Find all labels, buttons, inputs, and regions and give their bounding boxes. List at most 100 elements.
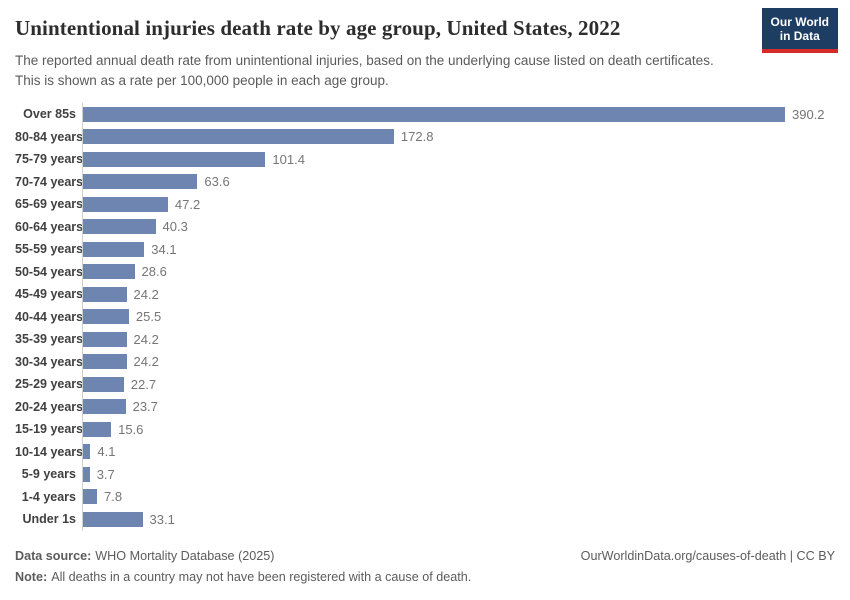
value-label: 3.7 xyxy=(96,466,115,482)
bar-track: 63.6 xyxy=(82,170,835,193)
category-label: 65-69 years xyxy=(15,197,84,212)
value-label: 7.8 xyxy=(104,489,123,505)
chart-subtitle: The reported annual death rate from unin… xyxy=(15,53,714,88)
bar-track: 22.7 xyxy=(82,373,835,396)
category-label: 40-44 years xyxy=(15,309,84,324)
bar xyxy=(83,331,127,347)
category-label: Over 85s xyxy=(23,107,76,122)
bar-row: 20-24 years 23.7 xyxy=(15,395,835,418)
bar-row: 40-44 years 25.5 xyxy=(15,305,835,328)
bar xyxy=(83,286,127,302)
bar-track: 24.2 xyxy=(82,350,835,373)
chart-title: Unintentional injuries death rate by age… xyxy=(15,16,621,40)
bar-row: 55-59 years 34.1 xyxy=(15,238,835,261)
note-label: Note: xyxy=(15,570,48,584)
bar-row: 45-49 years 24.2 xyxy=(15,283,835,306)
bar xyxy=(83,264,135,280)
category-label: 55-59 years xyxy=(15,242,84,257)
owid-logo-line2: in Data xyxy=(779,29,820,43)
credit-text: OurWorldinData.org/causes-of-death | CC … xyxy=(580,549,835,563)
value-label: 23.7 xyxy=(132,399,158,415)
bar-track: 33.1 xyxy=(82,508,835,531)
value-label: 28.6 xyxy=(141,264,167,280)
category-label: 1-4 years xyxy=(21,489,76,504)
category-label: 15-19 years xyxy=(15,422,84,437)
value-label: 24.2 xyxy=(133,331,159,347)
category-label: 50-54 years xyxy=(15,264,84,279)
category-label: 45-49 years xyxy=(15,287,84,302)
value-label: 25.5 xyxy=(135,309,162,325)
bar-row: 65-69 years 47.2 xyxy=(15,193,835,216)
value-label: 172.8 xyxy=(400,129,434,145)
category-label: 80-84 years xyxy=(15,129,84,144)
bar-track: 34.1 xyxy=(82,238,835,261)
bar xyxy=(83,241,145,257)
category-label: Under 1s xyxy=(22,512,77,527)
note-text: All deaths in a country may not have bee… xyxy=(51,570,472,584)
bar-track: 23.7 xyxy=(82,395,835,418)
value-label: 40.3 xyxy=(162,219,188,235)
bar xyxy=(83,196,168,212)
category-label: 30-34 years xyxy=(15,354,84,369)
bar-track: 24.2 xyxy=(82,283,835,306)
bar-track: 15.6 xyxy=(82,418,835,441)
bar xyxy=(83,376,124,392)
bar-track: 24.2 xyxy=(82,328,835,351)
bar-row: 60-64 years 40.3 xyxy=(15,215,835,238)
value-label: 33.1 xyxy=(149,511,175,527)
bar-row: 10-14 years 4.1 xyxy=(15,440,835,463)
data-source-label: Data source: xyxy=(15,549,92,563)
bar-track: 4.1 xyxy=(82,440,835,463)
bar xyxy=(83,151,266,167)
bar-track: 172.8 xyxy=(82,125,835,148)
value-label: 101.4 xyxy=(272,151,305,167)
bar-row: 25-29 years 22.7 xyxy=(15,373,835,396)
bar-row: 75-79 years 101.4 xyxy=(15,148,835,171)
category-label: 20-24 years xyxy=(15,399,84,414)
bar-row: 1-4 years 7.8 xyxy=(15,485,835,508)
bar-track: 47.2 xyxy=(82,193,835,216)
bar xyxy=(83,489,97,505)
category-label: 5-9 years xyxy=(21,467,76,482)
bar-row: 30-34 years 24.2 xyxy=(15,350,835,373)
bar-track: 101.4 xyxy=(82,148,835,171)
bar-row: Over 85s 390.2 xyxy=(15,103,835,126)
data-source: Data source: WHO Mortality Database (2025… xyxy=(15,546,274,567)
bar xyxy=(83,444,91,460)
bar xyxy=(83,399,126,415)
value-label: 47.2 xyxy=(174,196,201,212)
value-label: 34.1 xyxy=(151,241,177,257)
value-label: 63.6 xyxy=(204,174,230,190)
bar-row: 80-84 years 172.8 xyxy=(15,125,835,148)
bar xyxy=(83,309,129,325)
bar xyxy=(83,511,143,527)
footer-line-1: Data source: WHO Mortality Database (2025… xyxy=(15,546,835,567)
bar-track: 3.7 xyxy=(82,463,835,486)
footer-note: Note: All deaths in a country may not hav… xyxy=(15,567,835,588)
owid-logo-line1: Our World xyxy=(770,15,829,29)
bar-track: 28.6 xyxy=(82,260,835,283)
bar-rows: Over 85s 390.2 80-84 years 172.8 75-79 years… xyxy=(15,103,835,531)
category-label: 35-39 years xyxy=(15,332,84,347)
value-label: 24.2 xyxy=(133,354,159,370)
chart-footer: Data source: WHO Mortality Database (2025… xyxy=(15,546,835,588)
bar-track: 40.3 xyxy=(82,215,835,238)
value-label: 24.2 xyxy=(133,286,159,302)
value-label: 15.6 xyxy=(118,421,144,437)
category-label: 70-74 years xyxy=(15,174,84,189)
bar xyxy=(83,106,785,122)
category-label: 75-79 years xyxy=(15,152,84,167)
bar xyxy=(83,354,127,370)
bar-row: 5-9 years 3.7 xyxy=(15,463,835,486)
category-label: 25-29 years xyxy=(15,377,84,392)
value-label: 22.7 xyxy=(130,376,157,392)
owid-logo: Our World in Data xyxy=(761,8,838,53)
bar-track: 390.2 xyxy=(82,103,835,126)
bar xyxy=(83,219,156,235)
data-source-text: WHO Mortality Database (2025) xyxy=(95,549,275,563)
bar-row: 70-74 years 63.6 xyxy=(15,170,835,193)
bar-track: 7.8 xyxy=(82,485,835,508)
bar xyxy=(83,129,394,145)
bar-chart: Over 85s 390.2 80-84 years 172.8 75-79 years… xyxy=(15,103,835,531)
